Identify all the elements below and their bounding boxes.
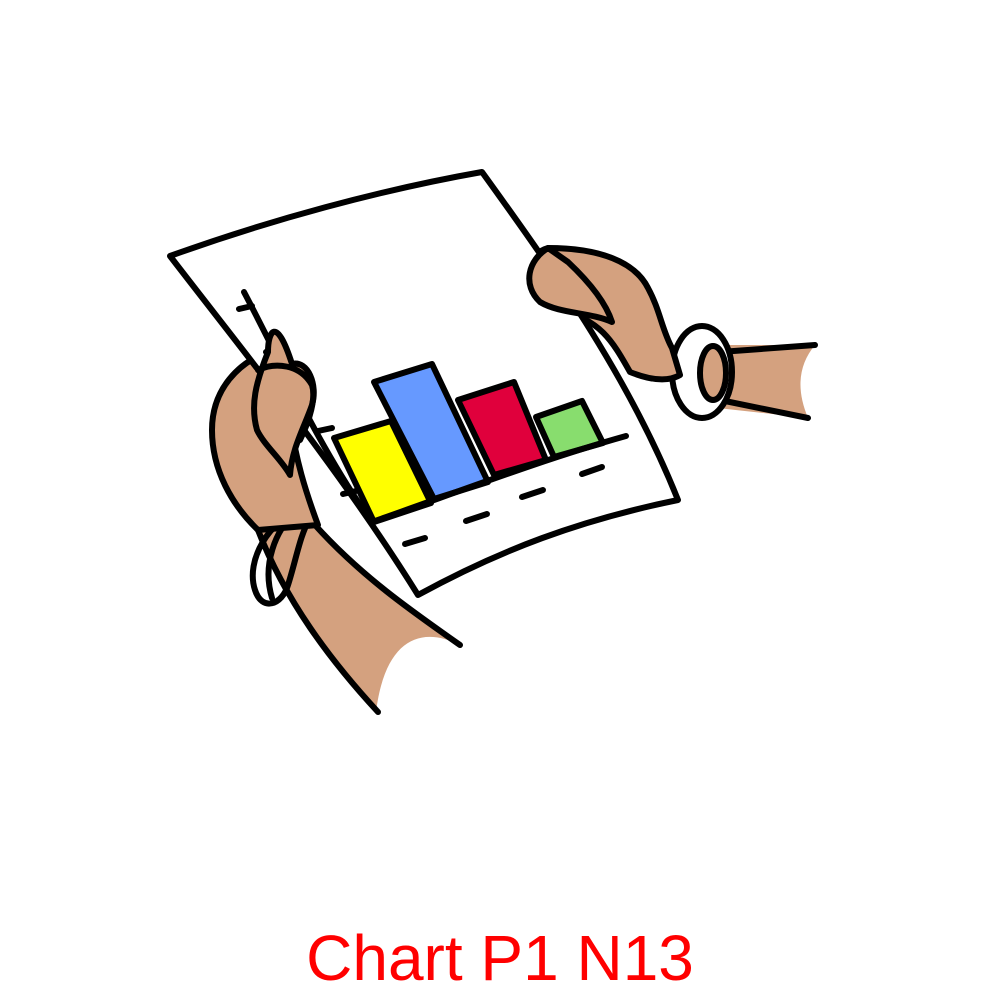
chart-x-label-dash (402, 535, 428, 547)
left-forearm (258, 525, 460, 712)
chart-x-label-dash (519, 487, 546, 500)
chart-x-axis (369, 433, 629, 525)
left-arm (249, 507, 463, 715)
chart-x-label-dash (579, 464, 605, 477)
bracelet-icon (249, 507, 313, 607)
bar-chart (236, 289, 629, 547)
right-arm (669, 323, 818, 421)
chart-x-label-dash (463, 511, 490, 524)
chart-y-tick (315, 425, 335, 434)
chart-caption: Chart P1 N13 (306, 922, 694, 994)
right-thumb (526, 245, 615, 325)
chart-y-tick (236, 303, 255, 312)
chart-y-tick (340, 488, 359, 497)
